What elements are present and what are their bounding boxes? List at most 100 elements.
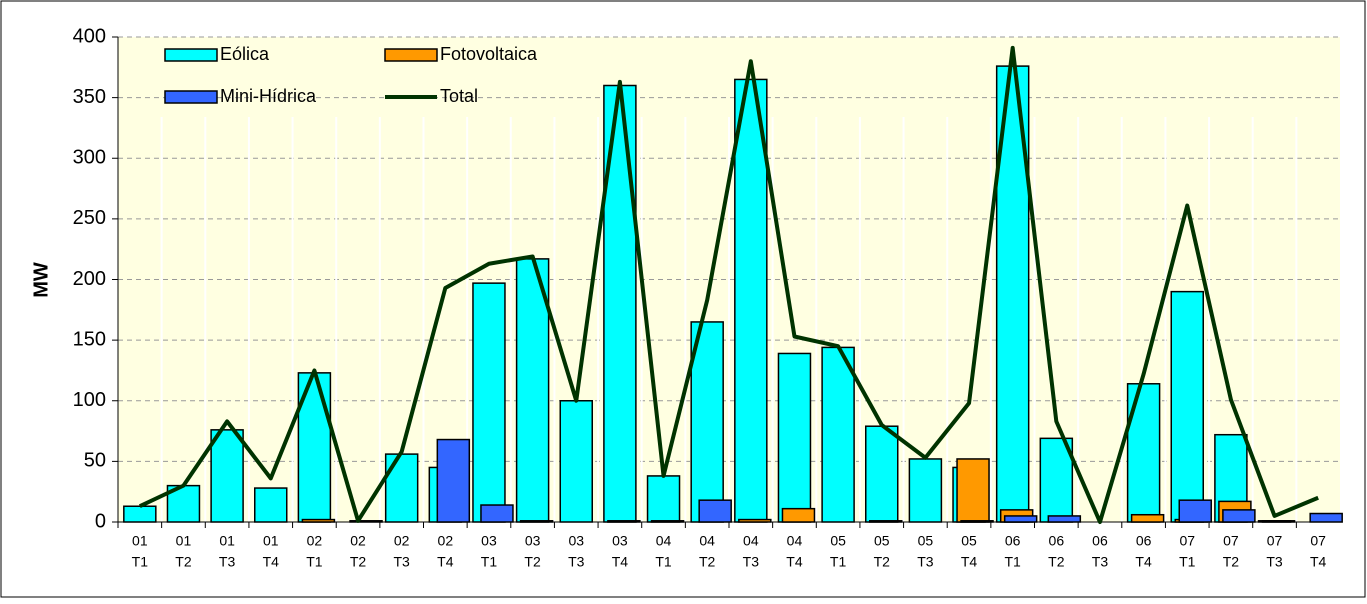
x-tick-label: T4 — [612, 554, 629, 570]
bar — [1126, 383, 1161, 523]
x-tick-label: T4 — [1135, 554, 1152, 570]
x-tick-label: 07 — [1223, 533, 1239, 549]
x-tick-label: T2 — [874, 554, 891, 570]
bar — [480, 504, 514, 523]
legend-label: Eólica — [220, 44, 270, 64]
x-tick-label: T4 — [437, 554, 454, 570]
bar — [519, 520, 554, 523]
bar — [738, 518, 772, 523]
bar — [650, 520, 685, 523]
bar — [1309, 512, 1343, 523]
x-tick-label: 02 — [307, 533, 323, 549]
x-tick-label: 02 — [438, 533, 454, 549]
x-tick-label: 02 — [394, 533, 410, 549]
legend-label: Mini-Hídrica — [220, 86, 317, 106]
x-tick-label: 04 — [699, 533, 715, 549]
bar — [821, 346, 855, 523]
x-tick-label: 06 — [1136, 533, 1152, 549]
bar — [301, 518, 336, 523]
x-tick-label: T1 — [655, 554, 672, 570]
y-tick-label: 250 — [73, 207, 106, 229]
x-tick-label: 07 — [1267, 533, 1283, 549]
legend-label: Total — [440, 86, 478, 106]
x-tick-label: T3 — [1092, 554, 1109, 570]
bar — [210, 429, 244, 523]
legend-swatch — [164, 90, 218, 104]
x-tick-label: 06 — [1005, 533, 1021, 549]
bar — [734, 78, 768, 523]
y-tick-label: 350 — [73, 86, 106, 108]
bar — [646, 475, 681, 523]
bar — [865, 425, 899, 523]
x-tick-label: 01 — [176, 533, 192, 549]
y-tick-label: 150 — [73, 328, 106, 350]
bar — [123, 505, 157, 523]
bar — [1170, 290, 1204, 523]
bar — [607, 520, 641, 523]
x-tick-label: T2 — [350, 554, 367, 570]
x-tick-label: T1 — [132, 554, 149, 570]
x-tick-label: 04 — [787, 533, 803, 549]
x-tick-label: T3 — [1266, 554, 1283, 570]
y-tick-label: 200 — [73, 268, 106, 290]
x-tick-label: 05 — [961, 533, 977, 549]
bar — [559, 400, 593, 523]
legend-label: Fotovoltaica — [440, 44, 538, 64]
bar — [254, 487, 288, 523]
x-tick-label: T2 — [524, 554, 541, 570]
bar — [698, 499, 732, 523]
bar — [472, 282, 506, 523]
bar — [1222, 509, 1256, 523]
bar — [1178, 499, 1212, 523]
bar — [781, 507, 816, 523]
x-tick-label: T1 — [1005, 554, 1022, 570]
x-tick-label: T4 — [961, 554, 978, 570]
y-axis-label: MW — [30, 262, 52, 298]
x-tick-label: T1 — [481, 554, 498, 570]
x-tick-label: T2 — [175, 554, 192, 570]
x-tick-label: 01 — [263, 533, 279, 549]
x-tick-label: T2 — [699, 554, 716, 570]
x-tick-label: T3 — [394, 554, 411, 570]
x-tick-label: 03 — [481, 533, 497, 549]
x-tick-label: T4 — [1310, 554, 1327, 570]
x-tick-label: 02 — [350, 533, 366, 549]
bar — [960, 520, 994, 523]
x-tick-label: T4 — [263, 554, 280, 570]
x-tick-label: T1 — [830, 554, 847, 570]
x-tick-label: T1 — [1179, 554, 1196, 570]
x-tick-label: T2 — [1048, 554, 1065, 570]
x-tick-label: T3 — [568, 554, 585, 570]
x-tick-label: 06 — [1049, 533, 1065, 549]
x-tick-label: 04 — [656, 533, 672, 549]
bar — [1261, 520, 1296, 523]
x-tick-label: 07 — [1179, 533, 1195, 549]
x-tick-label: 06 — [1092, 533, 1108, 549]
x-tick-label: 05 — [918, 533, 934, 549]
bar — [908, 458, 943, 523]
bar — [777, 352, 812, 523]
x-tick-label: T3 — [743, 554, 760, 570]
y-tick-label: 100 — [73, 389, 106, 411]
legend-swatch — [384, 48, 438, 62]
x-tick-label: 03 — [568, 533, 584, 549]
x-tick-label: 01 — [132, 533, 148, 549]
x-tick-label: T4 — [786, 554, 803, 570]
bar — [1047, 515, 1082, 523]
y-tick-label: 400 — [73, 25, 106, 47]
bar — [436, 438, 471, 523]
x-tick-label: T3 — [917, 554, 934, 570]
x-tick-label: 03 — [612, 533, 628, 549]
x-tick-label: 04 — [743, 533, 759, 549]
x-tick-label: 07 — [1310, 533, 1326, 549]
bar — [384, 453, 419, 523]
legend-swatch — [164, 48, 218, 62]
x-tick-label: T3 — [219, 554, 236, 570]
y-tick-label: 300 — [73, 147, 106, 169]
x-tick-label: 01 — [219, 533, 235, 549]
x-tick-label: T2 — [1223, 554, 1240, 570]
x-tick-label: 05 — [830, 533, 846, 549]
bar — [1130, 513, 1165, 523]
bar — [956, 458, 990, 523]
bar — [1003, 515, 1038, 523]
